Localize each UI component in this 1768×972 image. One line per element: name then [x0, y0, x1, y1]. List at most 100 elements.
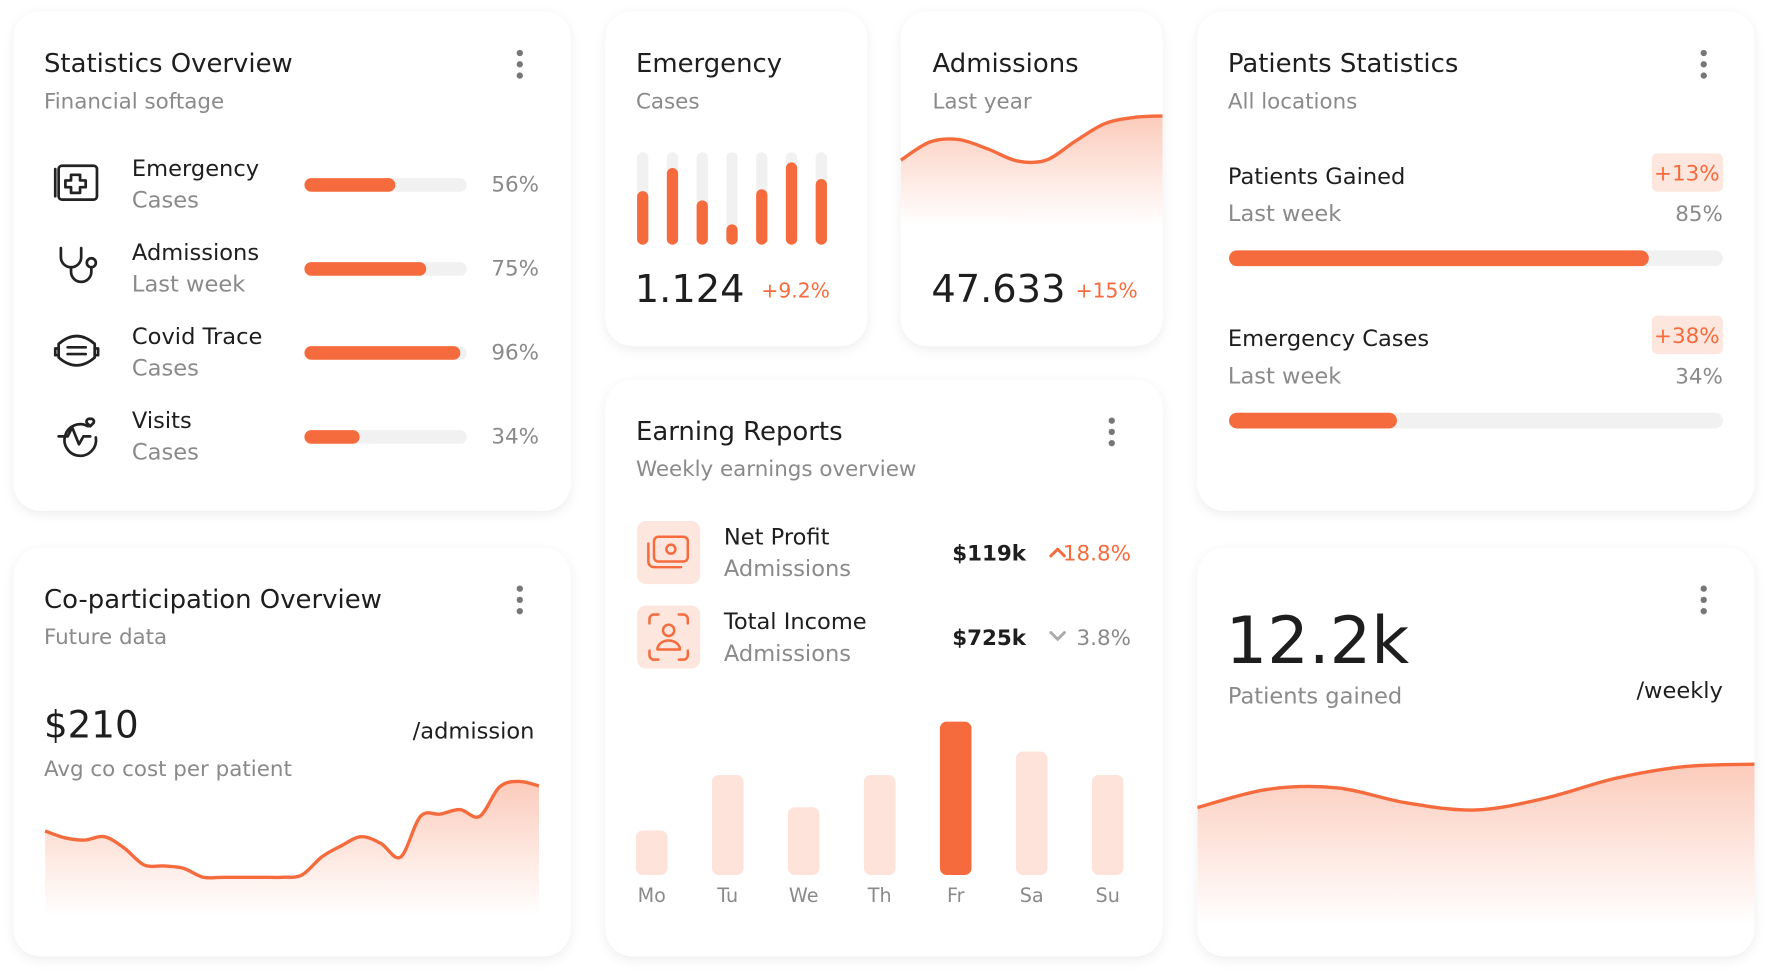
item-name: Admissions — [132, 240, 259, 266]
area-line — [1197, 762, 1755, 812]
earning-icons — [637, 520, 701, 669]
bar — [635, 830, 668, 876]
item-sub: Cases — [132, 187, 199, 213]
x-tick-label: Mo — [638, 884, 666, 907]
bar — [939, 721, 972, 876]
card-title: Co-participation Overview — [44, 585, 382, 615]
price: $210 — [44, 702, 139, 746]
card-title: Statistics Overview — [44, 49, 293, 79]
kebab-menu[interactable] — [516, 585, 523, 615]
kebab-menu[interactable] — [516, 49, 523, 79]
badge — [1651, 153, 1723, 192]
item-percent: 75% — [491, 257, 539, 282]
item-name: Patients Gained — [1228, 164, 1405, 190]
menu-buttons — [516, 49, 1707, 615]
item-sub: Last week — [1228, 201, 1341, 227]
stethoscope-icon — [59, 246, 98, 284]
card-title: Patients Statistics — [1228, 49, 1458, 79]
x-tick-label: Tu — [716, 884, 738, 907]
bar-track — [726, 152, 738, 245]
area-line — [899, 114, 1163, 165]
bar — [756, 189, 768, 245]
card-subtitle: Financial softage — [44, 89, 224, 114]
kebab-menu[interactable] — [1700, 585, 1707, 615]
area-fill — [45, 781, 539, 916]
kebab-menu[interactable] — [1108, 417, 1115, 447]
item-sub: Cases — [132, 356, 199, 382]
bar — [785, 162, 798, 245]
badge-text: +38% — [1654, 324, 1720, 349]
emergency-icon — [53, 164, 99, 201]
row-sub: Admissions — [724, 641, 851, 667]
unit: /weekly — [1636, 678, 1722, 704]
caption: Patients gained — [1228, 684, 1402, 710]
big-value: 47.633 — [931, 267, 1065, 312]
card-subtitle: Future data — [44, 625, 167, 650]
row-amount: $119k — [952, 541, 1027, 566]
bar — [787, 807, 820, 876]
bar — [1091, 774, 1124, 876]
x-tick-label: Th — [867, 884, 892, 907]
card-title: Earning Reports — [636, 417, 843, 447]
row-amount: $725k — [952, 626, 1027, 651]
change: +9.2% — [761, 279, 830, 303]
card-subtitle: Weekly earnings overview — [636, 457, 916, 482]
row-sub: Admissions — [724, 556, 851, 582]
mask-icon — [53, 334, 100, 367]
card-title: Admissions — [932, 49, 1078, 79]
heart-pulse-icon — [57, 417, 98, 458]
big-value: 12.2k — [1226, 603, 1410, 679]
progress-bar — [304, 262, 427, 276]
x-tick-label: Sa — [1020, 884, 1044, 907]
area-line — [44, 779, 540, 880]
progress-bar — [304, 430, 360, 444]
bar — [711, 774, 744, 876]
trend-down — [1049, 631, 1066, 641]
row-name: Total Income — [723, 609, 867, 635]
item-sub: Last week — [132, 271, 245, 297]
progress-bar — [304, 346, 461, 360]
bar — [726, 224, 738, 245]
change: +15% — [1076, 279, 1138, 303]
item-name: Emergency — [132, 156, 259, 182]
area-fill — [900, 115, 1163, 226]
item-name: Visits — [132, 408, 192, 434]
kebab-menu[interactable] — [1700, 49, 1707, 79]
x-tick-label: Fr — [947, 884, 965, 907]
card-subtitle: Last year — [932, 89, 1031, 114]
x-tick-label: Su — [1096, 884, 1120, 907]
x-tick-label: We — [789, 884, 819, 907]
bar — [666, 167, 679, 245]
progress-bar — [1229, 250, 1649, 267]
row-name: Net Profit — [724, 525, 830, 551]
item-percent: 56% — [491, 173, 539, 198]
icons — [53, 164, 100, 458]
card-subtitle: All locations — [1228, 89, 1357, 114]
card — [13, 11, 571, 511]
progress-bar — [1229, 412, 1397, 429]
area-fill — [1197, 764, 1755, 925]
badge — [1651, 315, 1723, 355]
bar — [863, 774, 896, 876]
bar — [1015, 751, 1048, 876]
item-percent: 85% — [1675, 202, 1723, 227]
item-percent: 34% — [1675, 364, 1723, 389]
badge-text: +13% — [1654, 161, 1720, 186]
bar — [637, 191, 649, 245]
trend-up — [1049, 547, 1066, 558]
progress-bar — [304, 178, 396, 192]
caption: Avg co cost per patient — [44, 757, 292, 782]
row-change: 18.8% — [1063, 541, 1131, 566]
item-percent: 34% — [491, 425, 539, 450]
item-name: Covid Trace — [132, 324, 262, 350]
big-value: 1.124 — [635, 267, 745, 312]
card-subtitle: Cases — [636, 89, 700, 114]
card-title: Emergency — [636, 49, 782, 79]
item-sub: Last week — [1228, 363, 1341, 389]
unit: /admission — [413, 719, 535, 745]
bar — [696, 200, 708, 245]
item-sub: Cases — [132, 440, 199, 466]
item-name: Emergency Cases — [1228, 326, 1429, 352]
bar — [815, 179, 827, 245]
